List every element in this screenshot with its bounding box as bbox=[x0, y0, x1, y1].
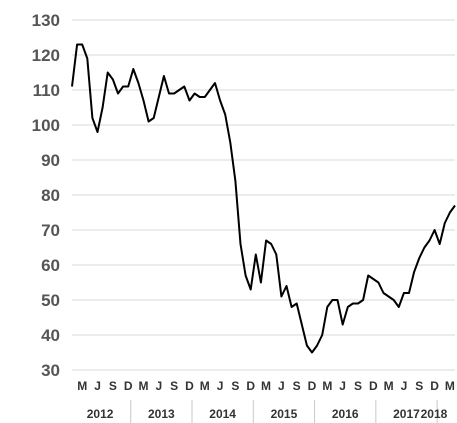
y-axis-ticks: 30 40 50 60 70 80 90 100 110 120 130 bbox=[32, 11, 60, 380]
x-tick-month: J bbox=[217, 379, 224, 393]
x-tick-month: D bbox=[430, 379, 439, 393]
x-tick-month: M bbox=[261, 379, 271, 393]
x-tick-month: S bbox=[293, 379, 301, 393]
gridlines bbox=[72, 19, 455, 371]
series-layer bbox=[71, 43, 456, 354]
y-tick-label: 120 bbox=[32, 46, 60, 65]
y-tick-label: 30 bbox=[41, 361, 60, 380]
x-tick-month: D bbox=[124, 379, 133, 393]
y-tick-label: 60 bbox=[41, 256, 60, 275]
y-tick-label: 130 bbox=[32, 11, 60, 30]
x-tick-month: D bbox=[369, 379, 378, 393]
y-tick-label: 50 bbox=[41, 291, 60, 310]
x-tick-month: M bbox=[445, 379, 455, 393]
x-tick-month: J bbox=[155, 379, 162, 393]
x-tick-month: M bbox=[322, 379, 332, 393]
x-tick-month: D bbox=[308, 379, 317, 393]
x-tick-year: 2018 bbox=[421, 407, 448, 421]
x-tick-month: D bbox=[185, 379, 194, 393]
x-tick-month: S bbox=[415, 379, 423, 393]
x-tick-month: M bbox=[200, 379, 210, 393]
x-tick-month: S bbox=[109, 379, 117, 393]
x-tick-month: J bbox=[278, 379, 285, 393]
x-tick-month: S bbox=[231, 379, 239, 393]
x-tick-month: M bbox=[77, 379, 87, 393]
y-tick-label: 100 bbox=[32, 116, 60, 135]
x-tick-year: 2013 bbox=[148, 407, 175, 421]
x-tick-year: 2014 bbox=[209, 407, 236, 421]
x-tick-month: S bbox=[170, 379, 178, 393]
y-tick-label: 70 bbox=[41, 221, 60, 240]
x-tick-month: S bbox=[354, 379, 362, 393]
series-line bbox=[71, 43, 456, 354]
x-tick-month: J bbox=[401, 379, 408, 393]
x-tick-month: J bbox=[94, 379, 101, 393]
y-tick-label: 110 bbox=[33, 81, 60, 100]
x-tick-year: 2016 bbox=[332, 407, 359, 421]
x-tick-month: M bbox=[384, 379, 394, 393]
x-tick-year: 2012 bbox=[87, 407, 114, 421]
x-tick-month: J bbox=[339, 379, 346, 393]
x-tick-month: M bbox=[138, 379, 148, 393]
y-tick-label: 80 bbox=[41, 186, 60, 205]
y-tick-label: 40 bbox=[41, 326, 60, 345]
x-tick-year: 2017 bbox=[393, 407, 420, 421]
x-tick-year: 2015 bbox=[271, 407, 298, 421]
x-tick-month: D bbox=[246, 379, 255, 393]
y-tick-label: 90 bbox=[41, 151, 60, 170]
